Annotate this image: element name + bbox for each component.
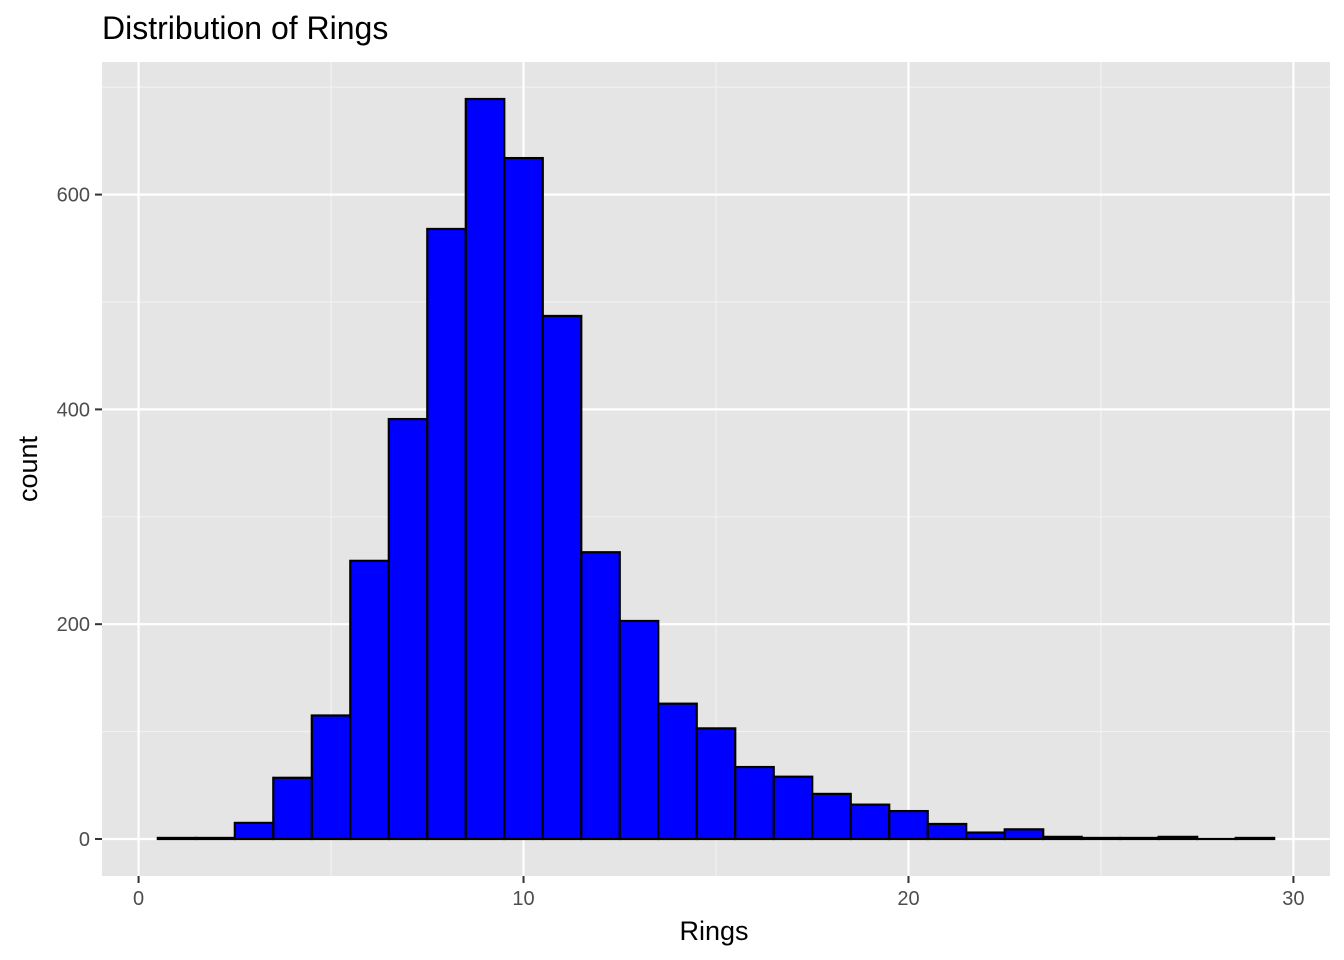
histogram-bar <box>387 417 429 841</box>
chart-title: Distribution of Rings <box>102 10 388 46</box>
x-axis: 0 10 20 30 <box>133 876 1305 910</box>
histogram-bar <box>657 702 698 841</box>
y-tick-label: 600 <box>57 185 90 207</box>
y-tick-label: 400 <box>57 399 90 421</box>
histogram-bar <box>811 792 852 841</box>
histogram-bar <box>734 765 775 841</box>
y-tick-label: 0 <box>79 829 90 851</box>
histogram-bar <box>541 314 583 841</box>
x-tick-label: 0 <box>133 888 144 910</box>
histogram-bar <box>272 776 313 841</box>
histogram-bar <box>849 803 891 841</box>
histogram-bar <box>464 97 506 841</box>
histogram-bar <box>965 831 1006 841</box>
histogram-bar <box>888 809 929 841</box>
histogram-bar <box>426 227 467 841</box>
histogram-bar <box>772 775 814 841</box>
histogram-bar <box>1042 835 1083 841</box>
histogram-bars <box>156 97 1276 841</box>
histogram-bar <box>1080 836 1122 841</box>
y-axis-title: count <box>13 435 43 502</box>
histogram-bar <box>1003 828 1045 841</box>
histogram-bar <box>195 836 236 841</box>
x-tick-label: 30 <box>1282 888 1304 910</box>
histogram-bar <box>310 714 352 841</box>
histogram-bar <box>156 836 198 841</box>
histogram-bar <box>618 619 660 841</box>
histogram-bar <box>1119 836 1160 841</box>
histogram-bar <box>233 821 275 841</box>
histogram-bar <box>580 551 621 841</box>
histogram-bar <box>349 559 390 841</box>
histogram-bar <box>1157 835 1199 841</box>
y-axis: 0 200 400 600 <box>57 185 102 851</box>
histogram-bar <box>1234 836 1276 841</box>
x-tick-label: 10 <box>512 888 534 910</box>
y-tick-label: 200 <box>57 614 90 636</box>
histogram-bar <box>695 727 737 841</box>
histogram-bar <box>926 822 968 841</box>
x-axis-title: Rings <box>679 916 748 946</box>
histogram-bar <box>503 156 544 841</box>
x-tick-label: 20 <box>897 888 919 910</box>
